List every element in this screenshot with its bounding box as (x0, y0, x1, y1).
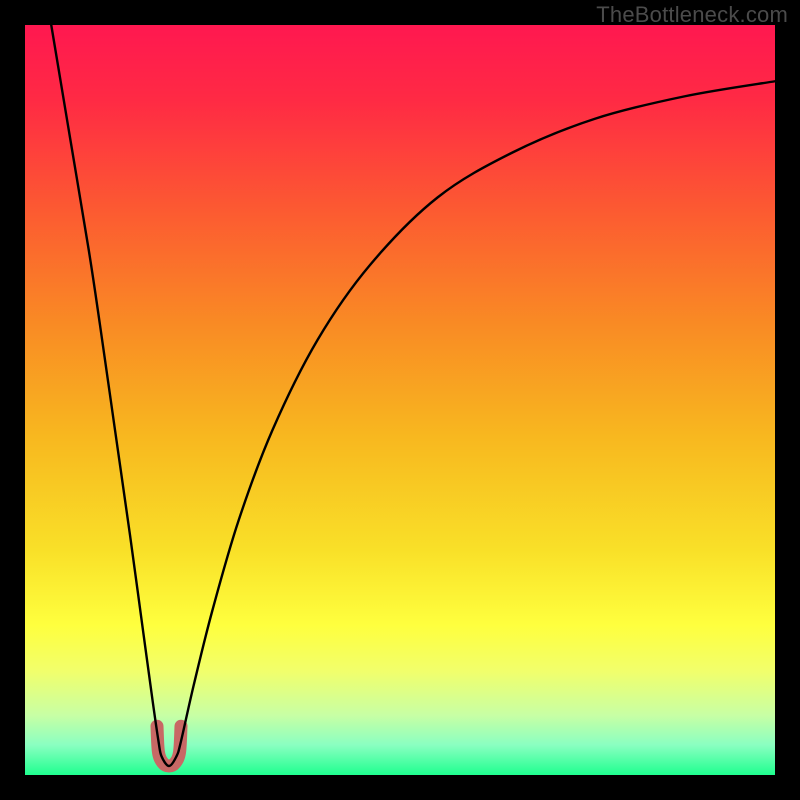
watermark-text: TheBottleneck.com (596, 2, 788, 28)
chart-frame: TheBottleneck.com (0, 0, 800, 800)
chart-background (25, 25, 775, 775)
bottleneck-chart (0, 0, 800, 800)
